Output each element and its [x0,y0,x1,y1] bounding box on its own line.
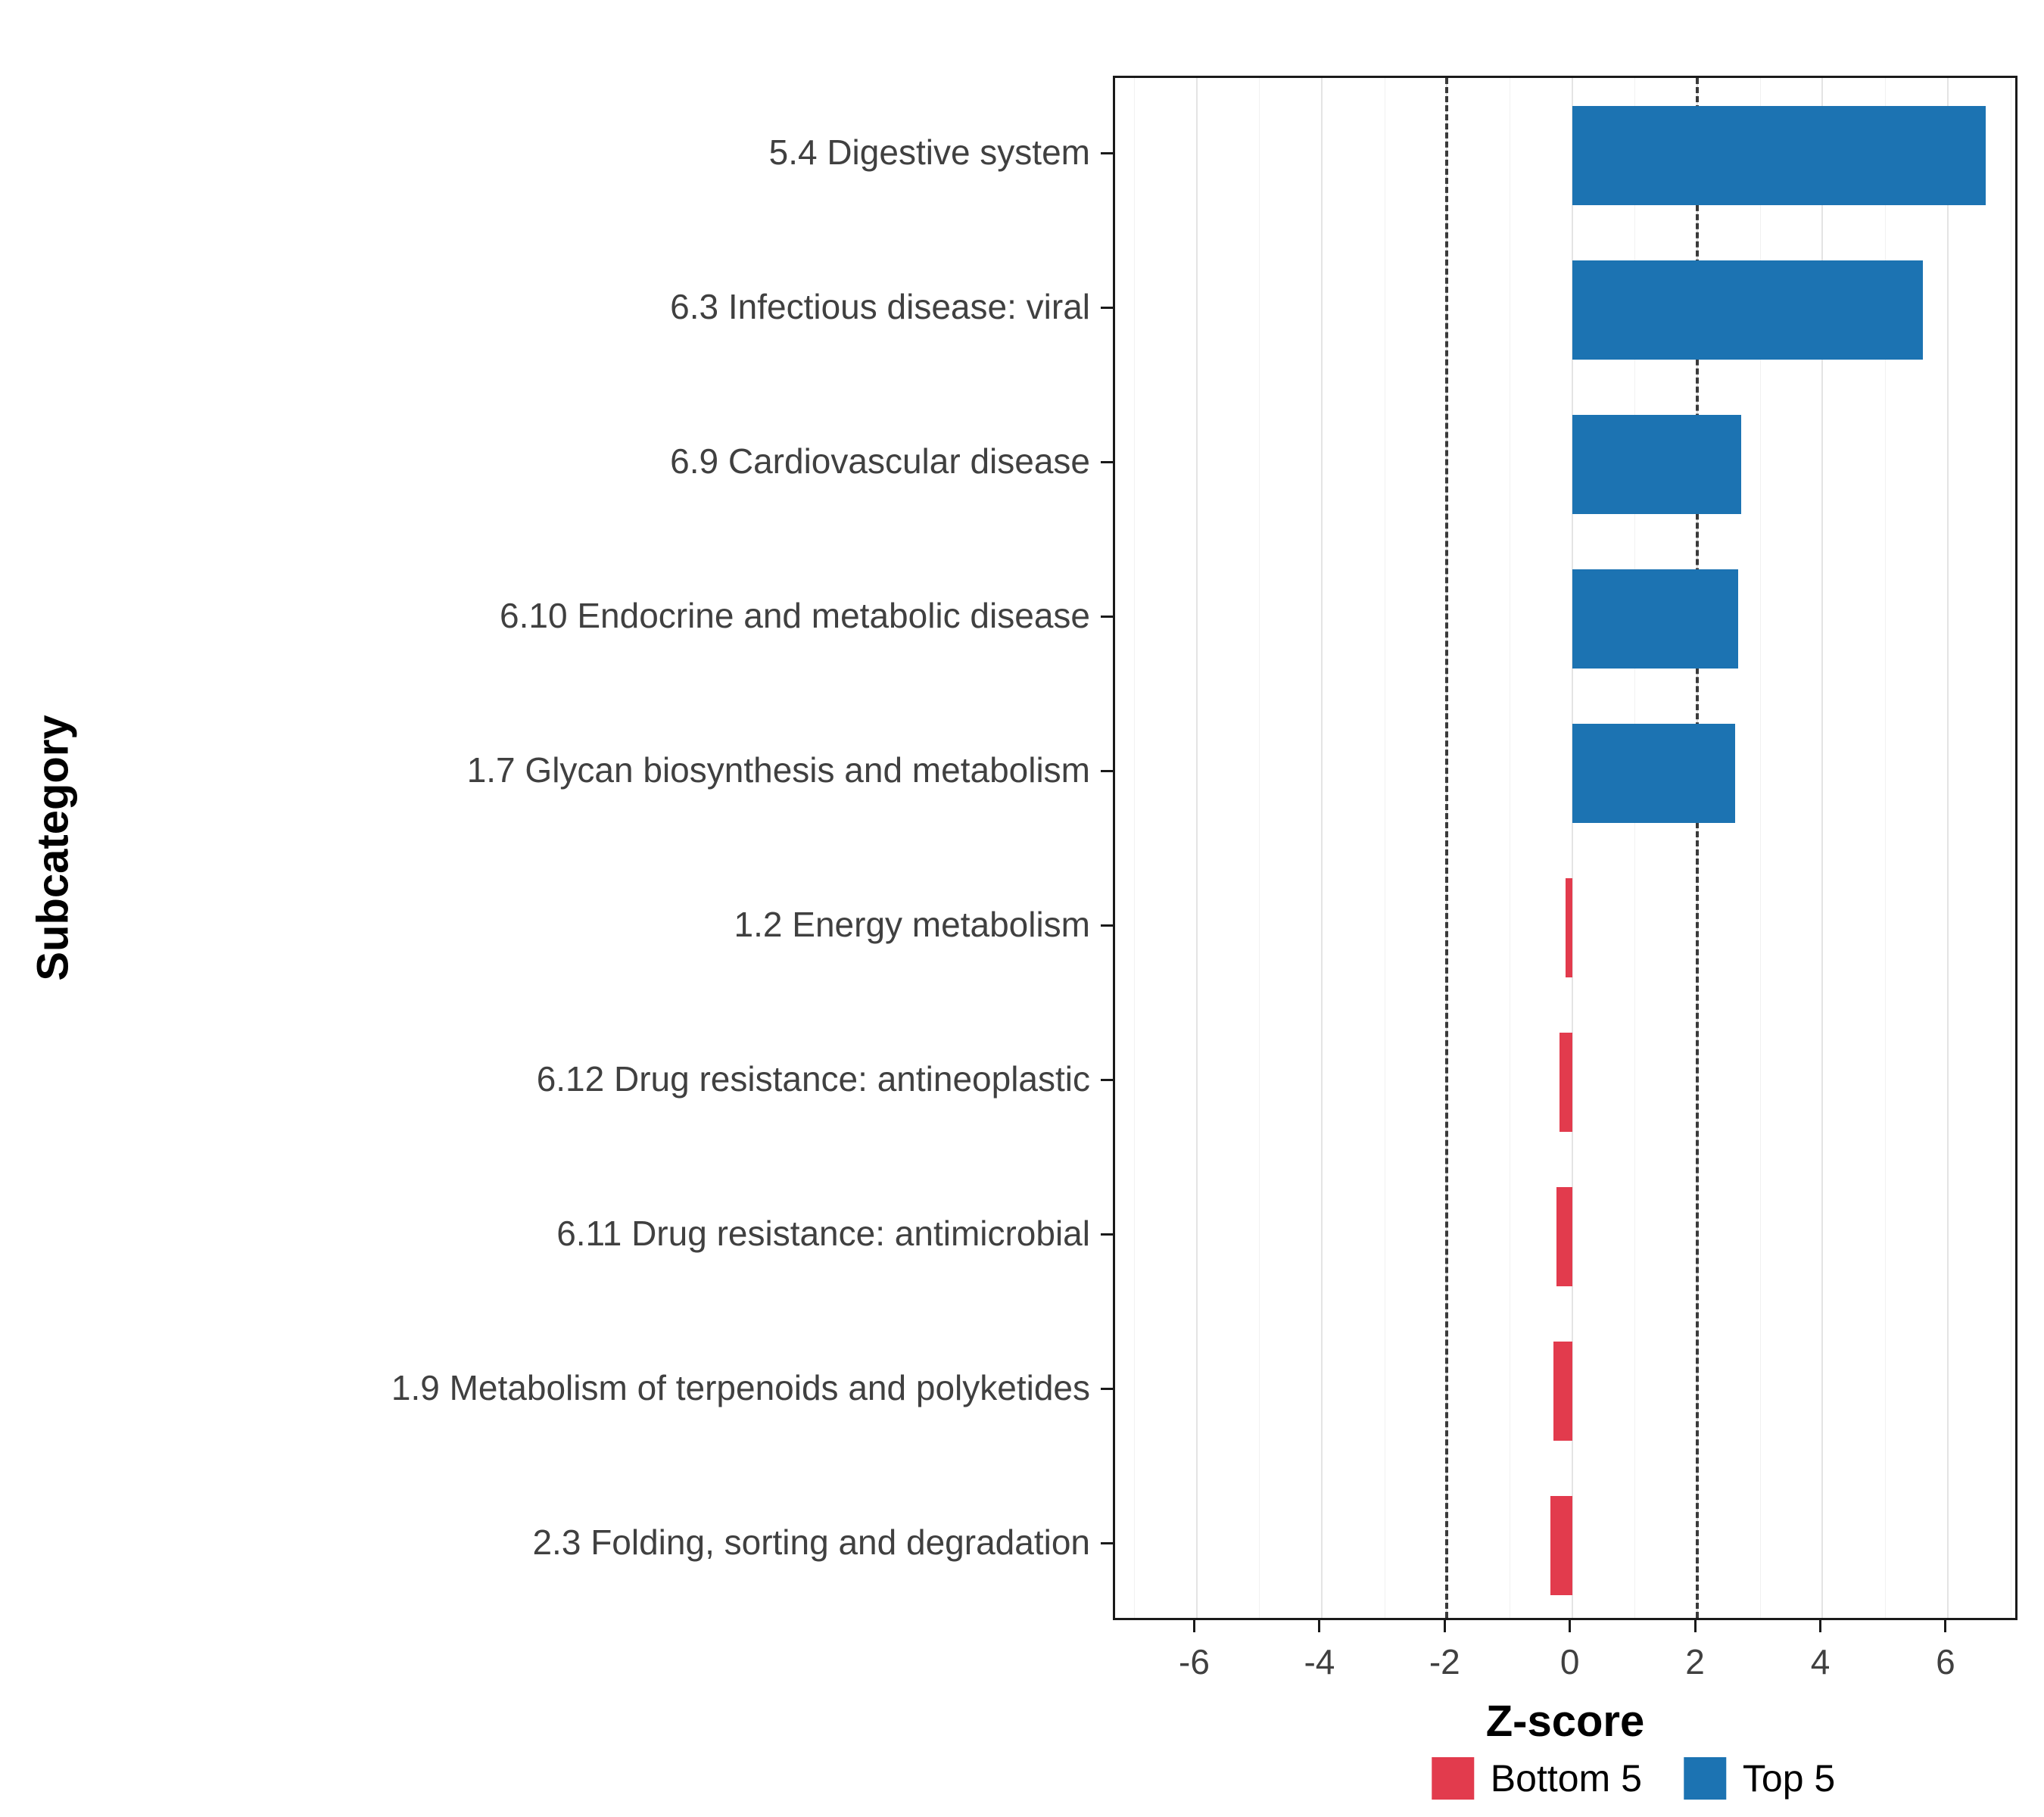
major-gridline [1571,78,1573,1618]
major-gridline [1946,78,1949,1618]
x-axis-title: Z-score [1485,1697,1645,1746]
bar [1553,1341,1572,1441]
x-tick-label: -4 [1304,1642,1335,1681]
x-tick-mark [1818,1620,1821,1632]
bar [1556,1186,1572,1286]
y-tick-label: 1.7 Glycan biosynthesis and metabolism [466,750,1090,790]
x-tick-mark [1693,1620,1697,1632]
x-tick-label: 6 [1936,1642,1955,1681]
y-tick-label: 5.4 Digestive system [768,132,1090,172]
plot-panel [1113,76,2018,1620]
bar [1550,1495,1572,1595]
reference-line [1696,78,1700,1618]
minor-gridline [1759,78,1761,1618]
y-tick-label: 1.2 Energy metabolism [734,905,1090,944]
legend-swatch [1683,1757,1726,1800]
bar [1572,414,1741,514]
legend-label: Bottom 5 [1490,1757,1642,1800]
y-tick-mark [1101,151,1113,154]
x-tick-mark [1318,1620,1321,1632]
y-tick-label: 6.11 Drug resistance: antimicrobial [556,1214,1090,1253]
y-tick-mark [1101,460,1113,463]
x-tick-label: -2 [1429,1642,1460,1681]
x-tick-mark [1193,1620,1195,1632]
major-gridline [1320,78,1323,1618]
x-tick-mark [1443,1620,1446,1632]
y-tick-label: 6.9 Cardiovascular disease [670,441,1090,481]
legend: Bottom 5 Top 5 [1431,1756,1836,1800]
y-tick-mark [1101,1233,1113,1236]
y-tick-label: 2.3 Folding, sorting and degradation [532,1522,1090,1562]
minor-gridline [1133,78,1135,1618]
legend-swatch [1431,1757,1474,1800]
minor-gridline [1259,78,1260,1618]
y-tick-label: 6.3 Infectious disease: viral [670,287,1090,326]
bar [1572,723,1735,823]
bar [1566,877,1572,977]
minor-gridline [1885,78,1887,1618]
x-tick-label: 4 [1810,1642,1831,1681]
major-gridline [1195,78,1198,1618]
y-tick-label: 6.12 Drug resistance: antineoplastic [536,1059,1090,1099]
bar [1572,260,1923,360]
y-tick-mark [1101,1078,1113,1081]
y-tick-label: 1.9 Metabolism of terpenoids and polyket… [391,1368,1090,1407]
y-tick-mark [1101,1387,1113,1390]
major-gridline [1821,78,1824,1618]
y-tick-mark [1101,1541,1113,1544]
x-tick-label: 2 [1685,1642,1705,1681]
y-tick-label: 6.10 Endocrine and metabolic disease [500,596,1090,635]
legend-item: Top 5 [1683,1756,1836,1800]
x-tick-label: -6 [1179,1642,1210,1681]
bar [1559,1032,1572,1132]
bar [1572,569,1738,669]
y-tick-mark [1101,615,1113,618]
x-tick-label: 0 [1559,1642,1580,1681]
y-tick-mark [1101,306,1113,309]
x-tick-mark [1944,1620,1947,1632]
y-tick-mark [1101,769,1113,772]
bar [1572,105,1986,205]
reference-line [1445,78,1449,1618]
legend-label: Top 5 [1742,1757,1836,1800]
minor-gridline [1634,78,1636,1618]
x-tick-mark [1569,1620,1572,1632]
y-tick-mark [1101,924,1113,927]
legend-item: Bottom 5 [1431,1756,1642,1800]
